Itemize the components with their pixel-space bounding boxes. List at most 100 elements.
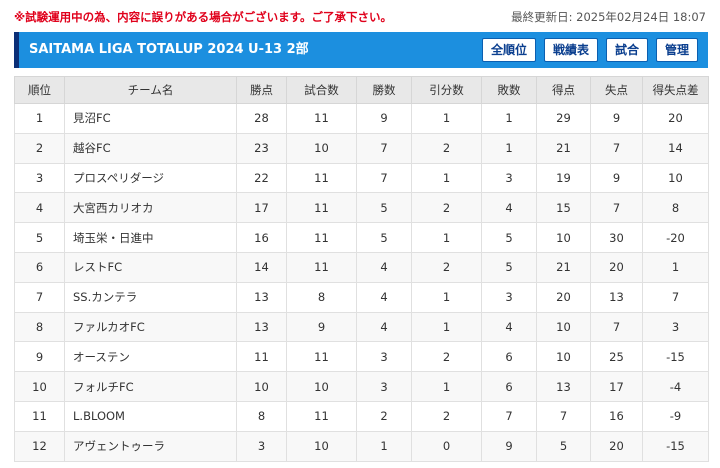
rank-cell: 4	[14, 192, 65, 224]
standings-body: 1 見沼FC 28 11 9 1 1 29 9 20 2 越谷FC 23 10 7 2 1 21 7 14 3 プロスペリ…	[14, 103, 709, 462]
draws-cell: 1	[411, 371, 482, 402]
goals-for-cell: 21	[536, 132, 591, 164]
col-team[interactable]: チーム名	[64, 76, 237, 104]
losses-cell: 9	[481, 430, 537, 462]
points-cell: 13	[236, 311, 287, 343]
goals-for-cell: 19	[536, 162, 591, 194]
points-cell: 22	[236, 162, 287, 194]
team-name-cell[interactable]: 大宮西カリオカ	[64, 192, 237, 224]
points-cell: 16	[236, 222, 287, 253]
losses-cell: 1	[481, 103, 537, 134]
table-row: 5 埼玉栄・日進中 16 11 5 1 5 10 30 -20	[14, 222, 709, 253]
team-name-cell[interactable]: 越谷FC	[64, 132, 237, 164]
goal-diff-cell: -4	[642, 371, 709, 402]
last-updated: 最終更新日: 2025年02月24日 18:07	[511, 10, 706, 24]
goal-diff-cell: 10	[642, 162, 709, 194]
losses-cell: 4	[481, 311, 537, 343]
team-name-cell[interactable]: オーステン	[64, 341, 237, 373]
table-row: 4 大宮西カリオカ 17 11 5 2 4 15 7 8	[14, 192, 709, 224]
played-cell: 11	[286, 251, 357, 283]
goal-diff-cell: -20	[642, 222, 709, 253]
team-name-cell[interactable]: ファルカオFC	[64, 311, 237, 343]
wins-cell: 5	[356, 192, 412, 224]
col-points[interactable]: 勝点	[236, 76, 287, 104]
table-row: 3 プロスペリダージ 22 11 7 1 3 19 9 10	[14, 162, 709, 194]
losses-cell: 6	[481, 341, 537, 373]
goals-for-cell: 15	[536, 192, 591, 224]
wins-cell: 3	[356, 371, 412, 402]
goals-for-cell: 13	[536, 371, 591, 402]
goals-for-cell: 21	[536, 251, 591, 283]
team-name-cell[interactable]: 見沼FC	[64, 103, 237, 134]
points-cell: 14	[236, 251, 287, 283]
rank-cell: 10	[14, 371, 65, 402]
col-wins[interactable]: 勝数	[356, 76, 412, 104]
rank-cell: 7	[14, 281, 65, 313]
played-cell: 11	[286, 192, 357, 224]
goal-diff-cell: -15	[642, 341, 709, 373]
draws-cell: 1	[411, 103, 482, 134]
admin-button[interactable]: 管理	[655, 38, 698, 62]
trial-notice: ※試験運用中の為、内容に誤りがある場合がございます。ご了承下さい。	[14, 10, 393, 24]
standings-table: 順位 チーム名 勝点 試合数 勝数 引分数 敗数 得点 失点 得失点差 1 見沼F…	[14, 76, 709, 462]
goal-diff-cell: 3	[642, 311, 709, 343]
played-cell: 11	[286, 222, 357, 253]
results-table-button[interactable]: 戦績表	[543, 38, 598, 62]
header-row: 順位 チーム名 勝点 試合数 勝数 引分数 敗数 得点 失点 得失点差	[14, 76, 709, 104]
all-rankings-button[interactable]: 全順位	[481, 38, 536, 62]
played-cell: 10	[286, 430, 357, 462]
losses-cell: 5	[481, 222, 537, 253]
rank-cell: 1	[14, 103, 65, 134]
table-row: 6 レストFC 14 11 4 2 5 21 20 1	[14, 251, 709, 283]
goals-against-cell: 13	[590, 281, 643, 313]
goals-against-cell: 9	[590, 162, 643, 194]
draws-cell: 0	[411, 430, 482, 462]
col-rank[interactable]: 順位	[14, 76, 65, 104]
goal-diff-cell: -15	[642, 430, 709, 462]
rank-cell: 3	[14, 162, 65, 194]
wins-cell: 7	[356, 132, 412, 164]
rank-cell: 8	[14, 311, 65, 343]
col-goals-for[interactable]: 得点	[536, 76, 591, 104]
goal-diff-cell: 8	[642, 192, 709, 224]
team-name-cell[interactable]: 埼玉栄・日進中	[64, 222, 237, 253]
col-played[interactable]: 試合数	[286, 76, 357, 104]
team-name-cell[interactable]: SS.カンテラ	[64, 281, 237, 313]
col-goals-against[interactable]: 失点	[590, 76, 643, 104]
top-line: ※試験運用中の為、内容に誤りがある場合がございます。ご了承下さい。 最終更新日:…	[14, 8, 706, 26]
played-cell: 11	[286, 400, 357, 432]
col-goal-diff[interactable]: 得失点差	[642, 76, 709, 104]
team-name-cell[interactable]: レストFC	[64, 251, 237, 283]
league-title: SAITAMA LIGA TOTALUP 2024 U-13 2部	[29, 42, 309, 57]
col-losses[interactable]: 敗数	[481, 76, 537, 104]
losses-cell: 4	[481, 192, 537, 224]
team-name-cell[interactable]: プロスペリダージ	[64, 162, 237, 194]
team-name-cell[interactable]: フォルチFC	[64, 371, 237, 402]
points-cell: 23	[236, 132, 287, 164]
rank-cell: 2	[14, 132, 65, 164]
matches-button[interactable]: 試合	[605, 38, 648, 62]
wins-cell: 4	[356, 311, 412, 343]
col-draws[interactable]: 引分数	[411, 76, 482, 104]
goal-diff-cell: 1	[642, 251, 709, 283]
goals-for-cell: 7	[536, 400, 591, 432]
table-row: 10 フォルチFC 10 10 3 1 6 13 17 -4	[14, 371, 709, 402]
team-name-cell[interactable]: アヴェントゥーラ	[64, 430, 237, 462]
goals-for-cell: 5	[536, 430, 591, 462]
losses-cell: 3	[481, 162, 537, 194]
played-cell: 8	[286, 281, 357, 313]
draws-cell: 2	[411, 341, 482, 373]
draws-cell: 2	[411, 400, 482, 432]
rank-cell: 6	[14, 251, 65, 283]
goal-diff-cell: 20	[642, 103, 709, 134]
goals-for-cell: 10	[536, 341, 591, 373]
losses-cell: 3	[481, 281, 537, 313]
goals-against-cell: 7	[590, 311, 643, 343]
goals-for-cell: 10	[536, 311, 591, 343]
team-name-cell[interactable]: L.BLOOM	[64, 400, 237, 432]
wins-cell: 5	[356, 222, 412, 253]
played-cell: 11	[286, 162, 357, 194]
goal-diff-cell: 7	[642, 281, 709, 313]
wins-cell: 4	[356, 281, 412, 313]
draws-cell: 2	[411, 192, 482, 224]
